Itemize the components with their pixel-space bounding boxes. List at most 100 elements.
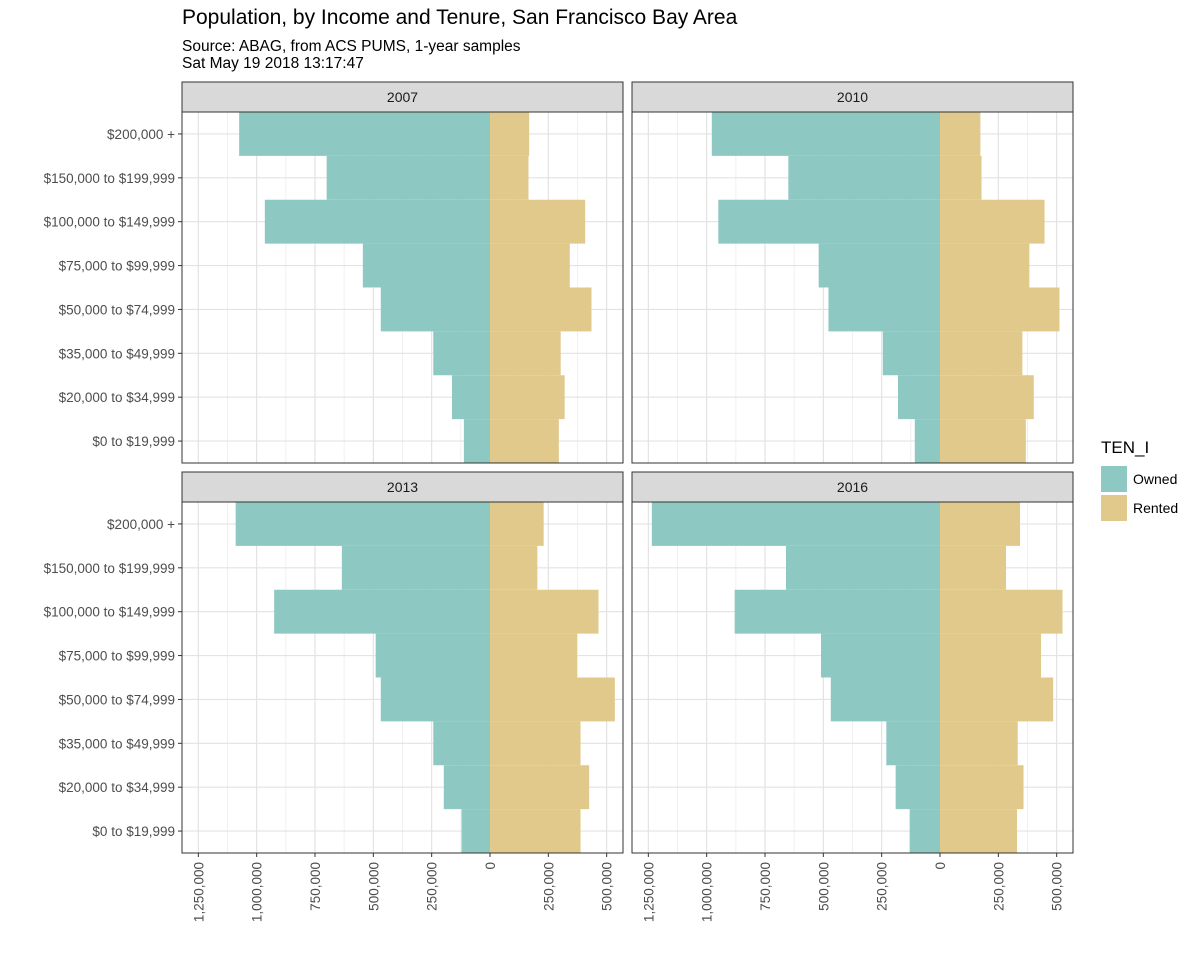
bar-rented [940,331,1023,376]
bar-owned [433,331,490,376]
legend-title: TEN_I [1101,438,1150,457]
y-tick-label: $0 to $19,999 [92,434,175,449]
y-tick-label: $20,000 to $34,999 [59,390,175,405]
bar-rented [490,331,561,376]
y-tick-label: $150,000 to $199,999 [44,561,175,576]
panel-border [631,111,1074,464]
facet-label: 2016 [837,479,868,495]
bar-owned [362,243,490,288]
x-tick-label: 0 [483,862,498,870]
bar-owned [380,287,490,332]
bar-owned [463,419,490,463]
bar-rented [940,545,1007,590]
y-tick-label: $35,000 to $49,999 [59,346,175,361]
bar-owned [718,199,940,244]
legend-label-owned: Owned [1133,470,1178,487]
x-tick-label: 250,000 [541,862,556,911]
bar-rented [490,765,590,810]
bar-rented [490,502,544,546]
x-tick-label: 500,000 [600,862,615,911]
x-tick-label: 750,000 [308,862,323,911]
bar-owned [786,545,940,590]
chart-timestamp: Sat May 19 2018 13:17:47 [182,55,364,72]
y-tick-label: $200,000 + [107,127,175,142]
x-tick-label: 0 [933,862,948,870]
bar-owned [239,112,490,156]
bar-rented [940,502,1021,546]
bar-owned [235,502,490,546]
y-tick-label: $50,000 to $74,999 [59,302,175,317]
bar-rented [940,155,982,200]
bar-rented [490,419,559,463]
bar-rented [490,199,586,244]
legend-key-owned [1101,465,1127,492]
bar-rented [940,809,1017,853]
bar-owned [461,809,490,853]
y-tick-label: $100,000 to $149,999 [44,215,175,230]
x-tick-label: 250,000 [875,862,890,911]
bar-rented [940,589,1063,634]
bar-owned [443,765,490,810]
panel-border [181,111,624,464]
y-tick-label: $100,000 to $149,999 [44,605,175,620]
x-tick-label: 1,250,000 [191,862,206,922]
bar-rented [940,243,1030,288]
y-tick-label: $200,000 + [107,517,175,532]
bar-owned [711,112,940,156]
facet-label: 2013 [387,479,418,495]
bar-rented [940,375,1034,420]
legend-key-rented [1101,494,1127,521]
bar-rented [490,112,530,156]
bar-rented [940,199,1045,244]
panel-border [181,501,624,854]
bar-owned [341,545,490,590]
bar-rented [940,677,1054,722]
bar-rented [490,243,570,288]
bar-owned [828,287,940,332]
bar-owned [882,331,940,376]
facet-strip [181,81,624,113]
bar-rented [490,375,565,420]
bar-owned [380,677,490,722]
bar-owned [451,375,490,420]
facet-label: 2010 [837,89,868,105]
bar-rented [490,589,599,634]
x-tick-label: 250,000 [991,862,1006,911]
x-tick-label: 500,000 [816,862,831,911]
bar-owned [433,721,490,766]
bar-owned [886,721,940,766]
y-tick-label: $0 to $19,999 [92,824,175,839]
bar-rented [940,112,981,156]
legend-item-owned: Owned [1101,464,1178,493]
bar-rented [490,287,592,332]
y-tick-label: $20,000 to $34,999 [59,780,175,795]
bar-owned [821,633,940,678]
bar-rented [940,721,1018,766]
bar-owned [264,199,490,244]
bar-owned [788,155,940,200]
bar-rented [940,287,1060,332]
legend: TEN_I Owned Rented [1101,438,1178,522]
bar-owned [734,589,940,634]
legend-label-rented: Rented [1133,499,1179,516]
bar-owned [909,809,940,853]
x-tick-label: 1,000,000 [700,862,715,922]
bar-owned [651,502,940,546]
bar-owned [830,677,940,722]
bar-rented [490,721,581,766]
x-tick-label: 750,000 [758,862,773,911]
bar-owned [914,419,940,463]
bar-owned [274,589,490,634]
bar-rented [490,809,581,853]
facet-strip [181,471,624,503]
bar-rented [940,765,1024,810]
bar-rented [490,155,529,200]
y-tick-label: $50,000 to $74,999 [59,692,175,707]
x-tick-label: 250,000 [425,862,440,911]
x-tick-label: 1,250,000 [641,862,656,922]
bar-rented [940,419,1026,463]
bar-owned [898,375,940,420]
bar-rented [490,545,538,590]
bar-owned [326,155,490,200]
